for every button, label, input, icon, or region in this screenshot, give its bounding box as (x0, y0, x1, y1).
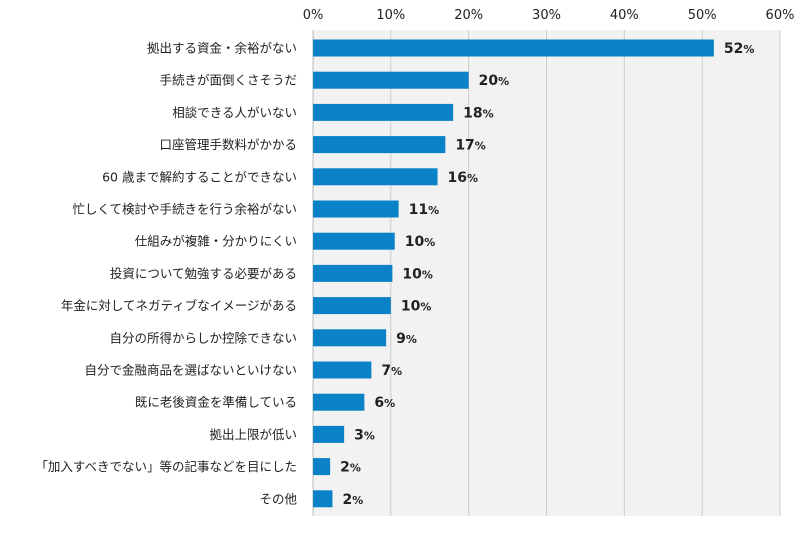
data-label: 2% (342, 492, 363, 508)
data-label-unit: % (422, 268, 433, 281)
data-label-unit: % (424, 236, 435, 249)
bar (313, 329, 387, 347)
data-label-unit: % (391, 365, 402, 378)
data-label-unit: % (498, 75, 509, 88)
data-label-unit: % (364, 429, 375, 442)
x-axis-ticks: 0% 10% 20% 30% 40% 50% 60% (303, 8, 795, 23)
category-label: 60 歳まで解約することができない (102, 169, 297, 184)
category-label: 自分で金融商品を選ばないといけない (84, 363, 297, 378)
data-label: 10% (402, 266, 433, 282)
value-labels: 52%20%18%17%16%11%10%10%10%9%7%6%3%2%2% (340, 41, 754, 508)
category-label: 拠出する資金・余裕がない (147, 41, 297, 56)
category-label: 投資について勉強する必要がある (110, 266, 297, 281)
data-label: 16% (448, 170, 479, 186)
bar (313, 361, 372, 379)
data-label: 2% (340, 460, 361, 476)
data-label-value: 2 (342, 492, 352, 508)
data-label: 6% (374, 395, 395, 411)
data-label-value: 52 (724, 41, 743, 57)
data-label-value: 3 (354, 427, 364, 443)
bar (313, 458, 331, 476)
data-label: 17% (455, 138, 486, 154)
data-label: 7% (381, 363, 402, 379)
bar (313, 297, 391, 315)
data-label: 18% (463, 105, 494, 121)
data-label-unit: % (406, 333, 417, 346)
x-tick-label: 30% (532, 8, 561, 23)
category-label: 年金に対してネガティブなイメージがある (61, 298, 297, 313)
data-label: 9% (396, 331, 417, 347)
bar (313, 39, 714, 57)
data-label-value: 10 (402, 266, 422, 282)
data-label: 52% (724, 41, 755, 57)
x-tick-label: 10% (376, 8, 405, 23)
data-label-value: 2 (340, 460, 350, 476)
x-tick-label: 20% (454, 8, 483, 23)
bar (313, 200, 399, 218)
category-label: 拠出上限が低い (209, 427, 297, 442)
data-label-value: 11 (409, 202, 428, 218)
bar (313, 490, 333, 508)
data-label-unit: % (384, 397, 395, 410)
data-label-value: 20 (479, 73, 499, 89)
x-tick-label: 40% (610, 8, 639, 23)
category-label: 相談できる人がいない (172, 105, 297, 120)
category-label: その他 (259, 491, 297, 506)
data-label-unit: % (420, 301, 431, 314)
bar (313, 71, 469, 89)
bar (313, 425, 345, 443)
bars (313, 39, 714, 508)
category-label: 既に老後資金を準備している (135, 395, 297, 410)
data-label: 20% (479, 73, 510, 89)
data-label-unit: % (467, 172, 478, 185)
x-tick-label: 60% (766, 8, 795, 23)
category-labels: 拠出する資金・余裕がない手続きが面倒くさそうだ相談できる人がいない口座管理手数料… (35, 41, 297, 507)
data-label-value: 17 (455, 138, 474, 154)
data-label-unit: % (743, 43, 754, 56)
data-label: 10% (401, 299, 432, 315)
data-label: 10% (405, 234, 436, 250)
data-label-unit: % (352, 494, 363, 507)
category-label: 仕組みが複雑・分かりにくい (135, 234, 297, 249)
category-label: 「加入すべきでない」等の記事などを目にした (35, 459, 297, 474)
bar (313, 232, 395, 250)
data-label: 3% (354, 427, 375, 443)
x-tick-label: 50% (688, 8, 717, 23)
data-label-unit: % (350, 462, 361, 475)
category-label: 口座管理手数料がかかる (159, 137, 297, 152)
data-label-value: 6 (374, 395, 384, 411)
x-tick-label: 0% (303, 8, 324, 23)
category-label: 忙しくて検討や手続きを行う余裕がない (72, 202, 297, 217)
data-label-value: 18 (463, 105, 482, 121)
data-label-value: 9 (396, 331, 406, 347)
category-label: 自分の所得からしか控除できない (109, 330, 297, 345)
data-label-value: 16 (448, 170, 467, 186)
data-label-value: 7 (381, 363, 391, 379)
data-label-unit: % (483, 107, 494, 120)
data-label-value: 10 (401, 299, 421, 315)
data-label-unit: % (428, 204, 439, 217)
bar (313, 103, 454, 121)
category-label: 手続きが面倒くさそうだ (159, 73, 297, 88)
bar (313, 264, 393, 282)
bar (313, 168, 438, 186)
bar (313, 393, 365, 411)
data-label-value: 10 (405, 234, 425, 250)
data-label-unit: % (475, 140, 486, 153)
data-label: 11% (409, 202, 440, 218)
bar (313, 136, 446, 154)
